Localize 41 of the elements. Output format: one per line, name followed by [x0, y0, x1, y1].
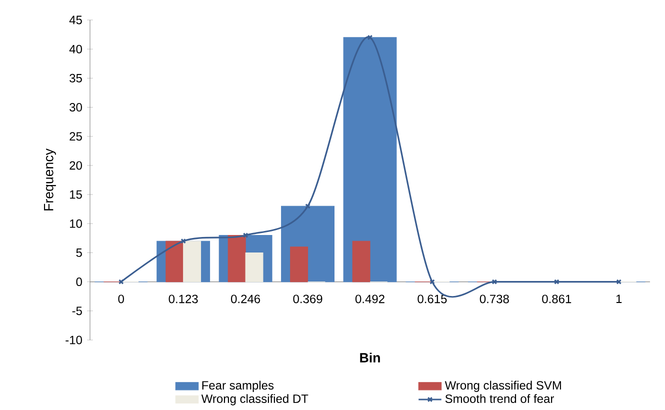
- point: [242, 232, 248, 238]
- legend-label: Fear samples: [202, 380, 274, 392]
- y-tick-label: 15: [70, 190, 82, 199]
- bar: [245, 252, 264, 282]
- point: [554, 279, 560, 284]
- point: [367, 34, 373, 40]
- x-tick-label: 0.369: [293, 294, 322, 304]
- legend-label: Wrong classified DT: [201, 394, 308, 406]
- y-tick-label: 0: [76, 277, 82, 286]
- bar: [166, 240, 184, 282]
- x-axis-title: Bin: [360, 352, 380, 362]
- y-tick-label: 25: [70, 132, 82, 141]
- point: [180, 238, 186, 244]
- y-tick-label: -10: [66, 336, 82, 344]
- legend-label: Smooth trend of fear: [445, 394, 554, 403]
- x-tick-label: 0.492: [355, 294, 384, 304]
- x-tick-label: 1: [616, 294, 622, 303]
- y-tick-label: 10: [70, 219, 82, 228]
- y-tick-label: 40: [69, 44, 82, 54]
- legend-label: Wrong classified SVM: [444, 380, 561, 392]
- x-tick-label: 0.738: [480, 294, 509, 304]
- point: [305, 203, 310, 209]
- point: [492, 279, 498, 284]
- point: [430, 279, 435, 284]
- bar: [290, 246, 308, 282]
- x-tick-label: 0.615: [418, 294, 447, 304]
- y-tick-label: 20: [70, 161, 82, 170]
- bar: [343, 37, 397, 282]
- bar: [183, 240, 202, 282]
- y-tick-label: 45: [69, 16, 82, 24]
- y-tick-label: 30: [70, 102, 82, 112]
- x-tick-label: 0.123: [168, 294, 198, 304]
- y-tick-label: 35: [70, 74, 82, 82]
- y-tick-label: -5: [72, 306, 82, 316]
- y-axis-title: Frequency: [44, 148, 56, 210]
- x-tick-label: 0.861: [542, 294, 572, 304]
- x-tick-label: 0.246: [231, 294, 260, 304]
- bar: [352, 240, 370, 282]
- x-tick-label: 0: [118, 294, 124, 304]
- y-tick-label: 5: [76, 248, 82, 257]
- bar: [228, 234, 246, 282]
